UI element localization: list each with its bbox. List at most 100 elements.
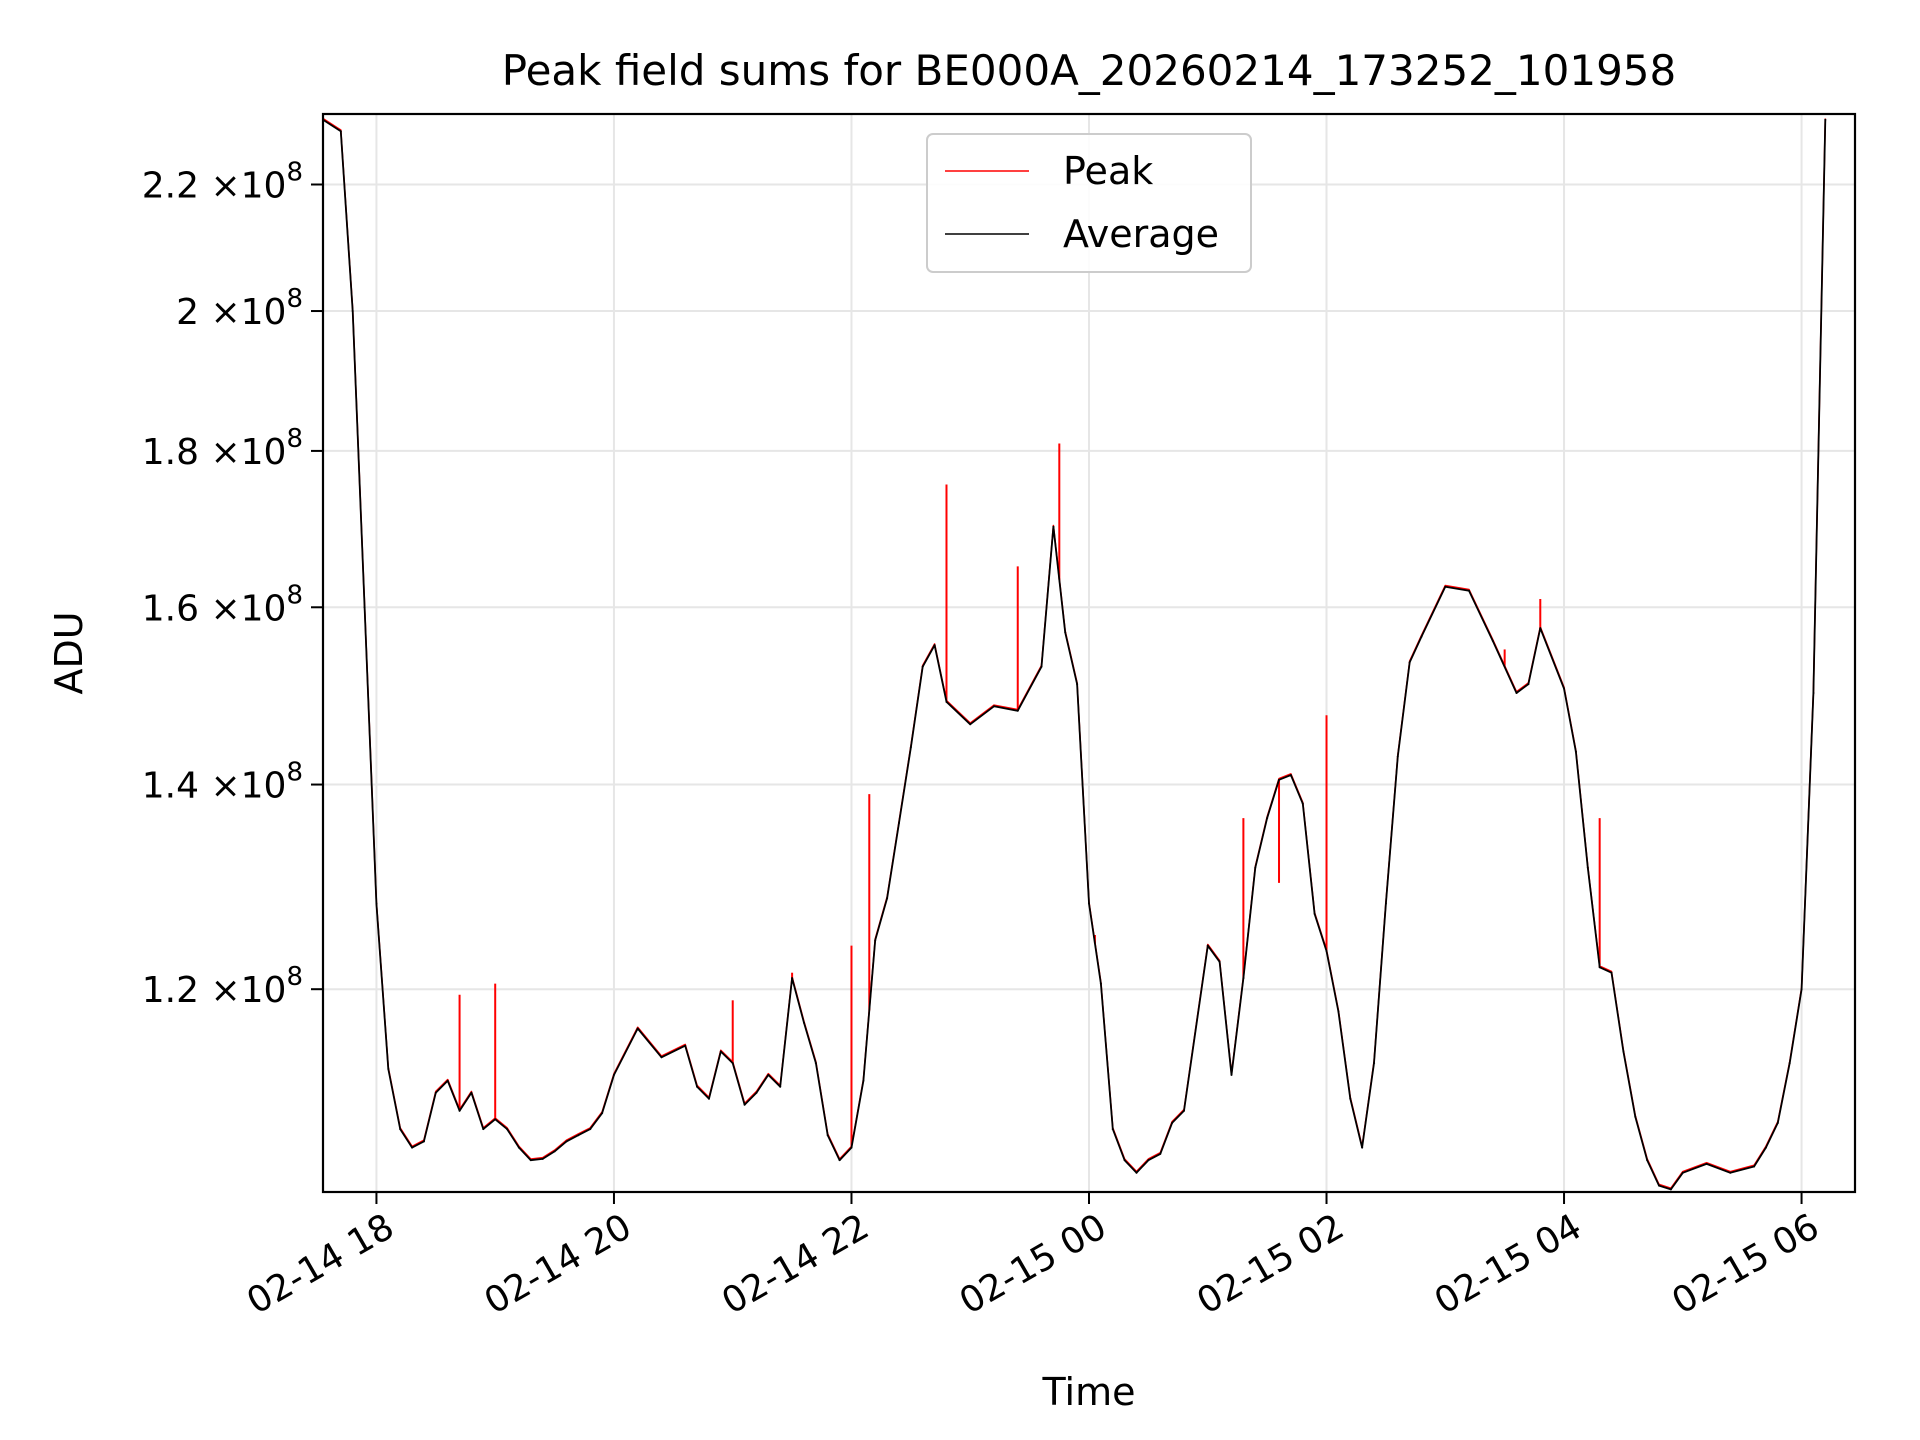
average-point [1729,1171,1732,1174]
legend[interactable]: Peak Average [926,133,1252,273]
average-point [577,1134,580,1137]
average-point [921,665,924,668]
average-point [1586,866,1589,869]
average-point [1646,1159,1649,1162]
average-point [1242,977,1245,980]
average-point [1563,687,1566,690]
legend-label-average: Average [1063,212,1219,256]
y-tick-label: 2 ×108 [176,284,303,333]
average-point [375,902,378,905]
average-point [1468,589,1471,592]
average-point [862,1079,865,1082]
average-point [612,1073,615,1076]
average-point [719,1050,722,1053]
average-point [897,822,900,825]
y-axis: 1.2 ×108 1.4 ×108 1.6 ×108 1.8 ×108 2 ×108 2.… [142,158,323,1011]
average-point [826,1134,829,1137]
average-point [1705,1162,1708,1165]
legend-label-peak: Peak [1063,149,1153,193]
average-point [1491,639,1494,642]
average-point [660,1056,663,1059]
average-point [517,1146,520,1149]
average-point [446,1079,449,1082]
average-point [1278,778,1281,781]
average-point [1764,1146,1767,1149]
average-point [565,1140,568,1143]
average-point [1040,665,1043,668]
average-point [1527,683,1530,686]
average-point [1598,966,1601,969]
average-point [1183,1109,1186,1112]
average-point [1574,750,1577,753]
average-point [1622,1050,1625,1053]
legend-box [926,133,1252,273]
average-point [802,1021,805,1024]
average-point [1337,1010,1340,1013]
plot-series [322,117,1827,1191]
average-point [1420,635,1423,638]
average-point [1254,866,1257,869]
average-point [1669,1188,1672,1191]
average-point [696,1085,699,1088]
average-point [601,1112,604,1115]
average-point [589,1128,592,1131]
average-point [1289,774,1292,777]
average-point [339,130,342,133]
average-point [1088,902,1090,905]
average-point [684,1044,687,1047]
average-point [1384,902,1387,905]
average-point [1313,912,1316,915]
average-point [529,1159,532,1162]
average-point [434,1091,437,1094]
average-point [992,705,995,708]
average-point [1230,1073,1233,1076]
average-point [1064,631,1067,634]
y-axis-label: ADU [47,611,91,694]
y-tick-label: 2.2 ×108 [142,158,303,207]
average-point [351,310,354,313]
average-point [779,1085,782,1088]
average-point [1111,1128,1114,1131]
average-point [399,1128,402,1131]
average-point [909,746,912,749]
x-axis-label: Time [1042,1370,1136,1414]
average-point [743,1103,746,1106]
average-point [1776,1121,1779,1124]
average-point [363,606,366,609]
average-point [755,1091,758,1094]
average-point [1824,118,1827,121]
y-tick-label: 1.2 ×108 [142,962,303,1011]
average-point [1349,1097,1352,1100]
average-point [1681,1171,1684,1174]
average-point [553,1150,556,1153]
average-point [814,1062,817,1065]
average-point [1753,1165,1756,1168]
average-point [1515,691,1518,694]
average-point [1135,1171,1138,1174]
average-point [767,1073,770,1076]
average-point [731,1062,734,1065]
average-point [387,1067,390,1070]
average-point [1444,585,1447,588]
average-point [1147,1159,1150,1162]
average-point [1634,1115,1637,1118]
average-point [1266,817,1269,820]
average-point [1171,1121,1174,1124]
average-point [541,1157,544,1160]
average-point [1610,971,1613,974]
average-point [945,700,948,703]
average-point [1788,1062,1791,1065]
average-point [1396,755,1399,758]
average-point [1658,1184,1661,1187]
average-point [1076,683,1079,686]
chart-title: Peak field sums for BE000A_20260214_1732… [502,46,1676,95]
average-point [636,1027,639,1030]
average-point [886,897,889,900]
average-point [969,723,972,726]
y-tick-label: 1.4 ×108 [142,758,303,807]
average-point [494,1118,497,1121]
y-tick-label: 1.6 ×108 [142,580,303,629]
gridlines [323,114,1855,1192]
average-point [1812,691,1815,694]
